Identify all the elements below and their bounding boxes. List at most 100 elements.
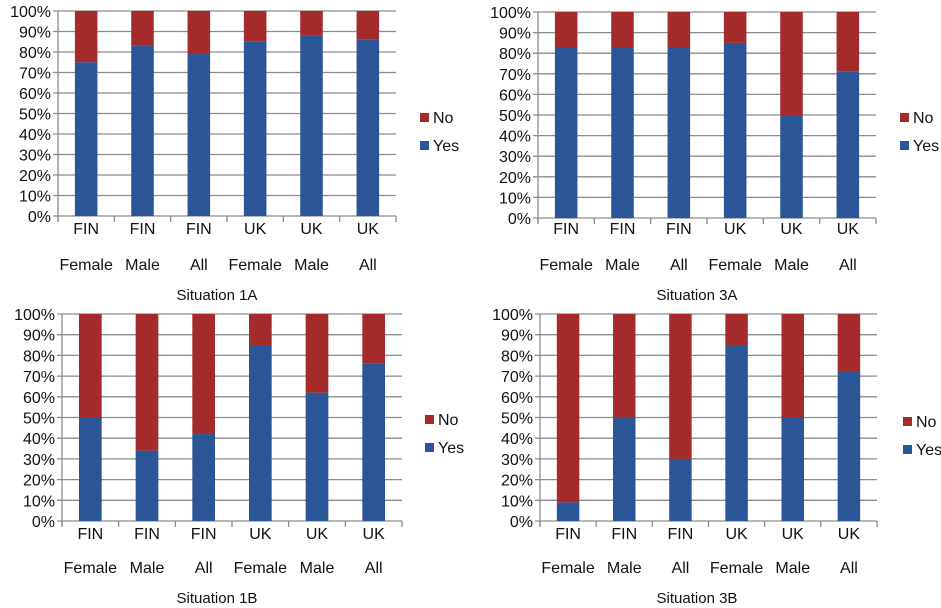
bar-no: [300, 11, 323, 36]
bar-yes: [781, 417, 804, 521]
y-tick-label: 100%: [492, 307, 533, 324]
y-tick-label: 0%: [510, 514, 533, 531]
y-tick-label: 40%: [19, 127, 51, 144]
legend-label-yes: Yes: [433, 138, 459, 155]
bar-yes: [667, 47, 691, 218]
x-label-group: Female: [710, 560, 763, 577]
bar-yes: [192, 434, 215, 521]
y-tick-label: 50%: [501, 411, 533, 428]
bar-no: [780, 12, 803, 115]
x-label-group: Female: [539, 257, 592, 274]
y-tick-label: 40%: [501, 431, 533, 448]
x-label-country: UK: [363, 526, 386, 543]
bar-no: [356, 11, 380, 40]
y-tick-label: 50%: [19, 107, 51, 124]
x-label-group: Male: [774, 257, 809, 274]
bar-yes: [780, 115, 803, 218]
y-tick-label: 90%: [23, 328, 55, 345]
x-label-group: Male: [125, 257, 160, 274]
x-label-country: UK: [838, 526, 861, 543]
y-tick-label: 40%: [23, 431, 55, 448]
bar-yes: [837, 371, 861, 521]
bar-no: [135, 314, 159, 451]
chart-title: Situation 3A: [657, 287, 738, 304]
x-label-group: Female: [708, 257, 761, 274]
y-tick-label: 40%: [499, 129, 531, 146]
bar-yes: [74, 62, 98, 216]
bar-yes: [243, 41, 267, 216]
bar-yes: [554, 47, 578, 218]
legend-label-no: No: [916, 414, 937, 431]
y-tick-label: 0%: [32, 514, 55, 531]
bar-no: [305, 314, 329, 393]
x-label-group: Female: [228, 257, 281, 274]
x-label-country: UK: [249, 526, 272, 543]
legend-swatch-no: [900, 113, 909, 122]
x-label-country: UK: [244, 221, 267, 238]
legend-swatch-no: [425, 415, 434, 424]
y-tick-label: 100%: [490, 5, 531, 22]
bar-yes: [613, 417, 636, 521]
y-tick-label: 50%: [23, 411, 55, 428]
y-tick-label: 80%: [23, 348, 55, 365]
y-tick-label: 60%: [23, 390, 55, 407]
bar-no: [613, 314, 636, 418]
bar-yes: [669, 458, 692, 521]
y-tick-label: 10%: [19, 189, 51, 206]
x-label-country: FIN: [77, 526, 103, 543]
x-label-group: Male: [605, 257, 640, 274]
x-label-group: Male: [130, 560, 165, 577]
bar-no: [74, 11, 98, 63]
x-label-country: FIN: [134, 526, 160, 543]
x-label-country: FIN: [610, 221, 636, 238]
legend-swatch-no: [903, 417, 912, 426]
y-tick-label: 80%: [501, 348, 533, 365]
y-tick-label: 70%: [23, 369, 55, 386]
x-label-country: FIN: [130, 221, 156, 238]
x-label-group: All: [670, 257, 688, 274]
bar-no: [243, 11, 267, 42]
x-label-country: UK: [782, 526, 805, 543]
y-tick-label: 30%: [501, 452, 533, 469]
chart-situation-3a: 0% 10% 20% 30% 40% 50% 60% 70% 80% 90% 100% FIN Fema…: [490, 5, 939, 304]
bar-no: [667, 12, 691, 48]
bar-no: [669, 314, 692, 459]
bar-yes: [187, 54, 211, 216]
legend-swatch-yes: [903, 445, 912, 454]
legend-label-no: No: [913, 110, 934, 127]
bar-yes: [611, 47, 634, 218]
chart-title: Situation 1B: [177, 590, 258, 607]
x-label-group: Male: [300, 560, 335, 577]
bar-yes: [725, 345, 748, 521]
x-label-country: UK: [725, 526, 748, 543]
y-tick-label: 10%: [23, 493, 55, 510]
chart-title: Situation 1A: [177, 287, 258, 304]
y-tick-label: 100%: [14, 307, 55, 324]
x-label-country: FIN: [668, 526, 694, 543]
y-tick-label: 70%: [19, 66, 51, 83]
bar-yes: [131, 45, 154, 216]
legend-swatch-no: [420, 113, 429, 122]
bar-no: [249, 314, 272, 346]
x-label-group: Female: [64, 560, 117, 577]
bar-no: [362, 314, 385, 364]
y-tick-label: 30%: [499, 149, 531, 166]
y-tick-label: 30%: [19, 148, 51, 165]
y-tick-label: 20%: [19, 168, 51, 185]
y-tick-label: 90%: [501, 328, 533, 345]
y-tick-label: 0%: [28, 209, 51, 226]
x-label-country: FIN: [666, 221, 692, 238]
x-label-group: Male: [607, 560, 642, 577]
x-label-group: All: [840, 560, 858, 577]
x-label-group: All: [365, 560, 383, 577]
x-label-country: FIN: [73, 221, 99, 238]
bar-yes: [300, 35, 323, 216]
x-label-country: FIN: [191, 526, 217, 543]
bar-no: [187, 11, 211, 55]
bar-yes: [836, 71, 860, 219]
bar-no: [192, 314, 215, 435]
bar-no: [79, 314, 102, 418]
y-tick-label: 70%: [501, 369, 533, 386]
